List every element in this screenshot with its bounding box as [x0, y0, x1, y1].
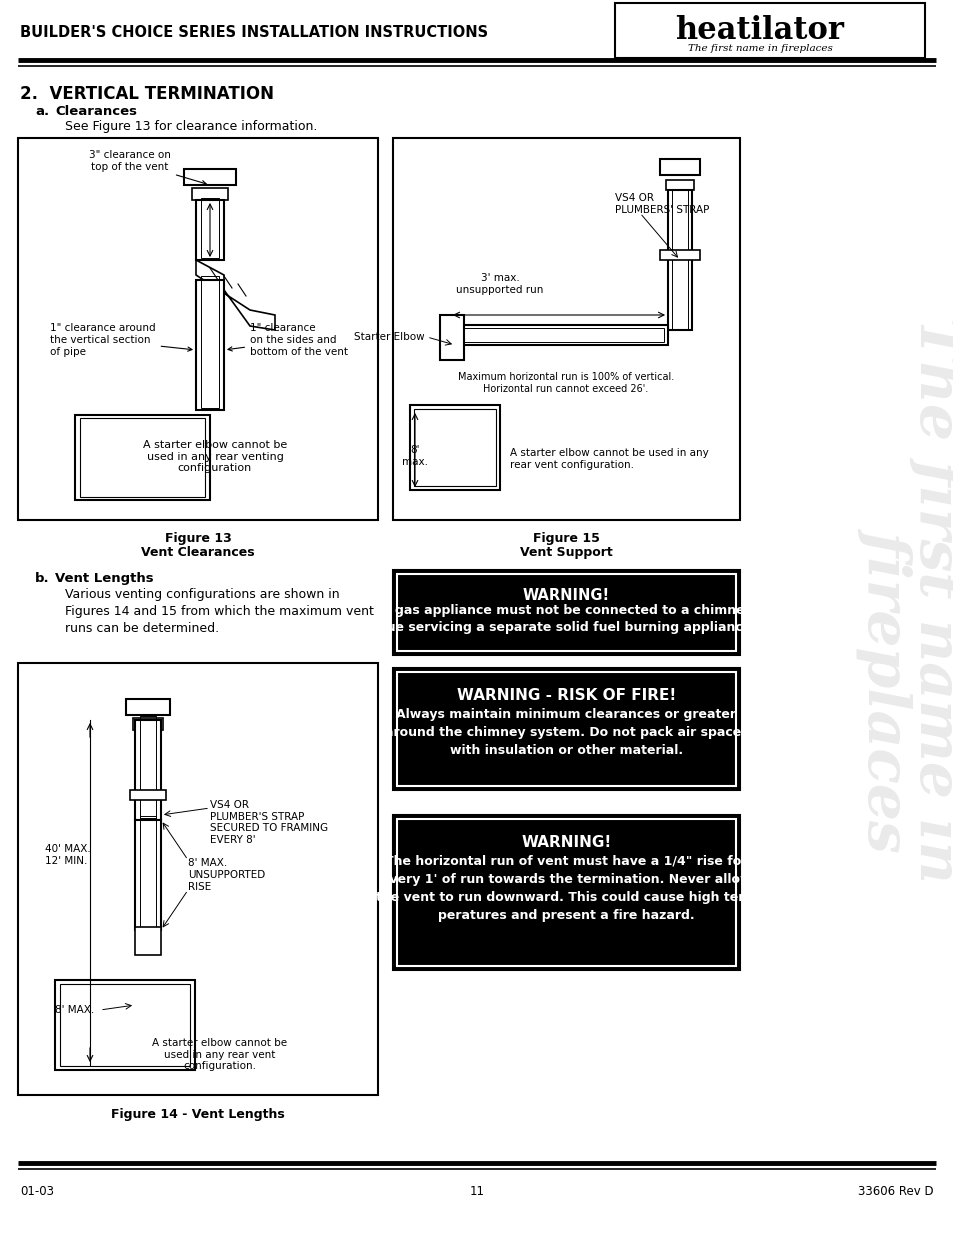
Text: The horizontal run of vent must have a 1/4" rise for
every 1' of run towards the: The horizontal run of vent must have a 1… [375, 855, 756, 923]
Text: Figure 15: Figure 15 [533, 532, 599, 545]
Text: WARNING!: WARNING! [521, 835, 611, 850]
Text: VS4 OR
PLUMBERS' STRAP: VS4 OR PLUMBERS' STRAP [615, 193, 709, 215]
Bar [140, 816, 156, 927]
Bar [135, 927, 161, 955]
Text: 3" clearance on
top of the vent: 3" clearance on top of the vent [89, 151, 206, 185]
Bar [55, 981, 194, 1070]
Bar [393, 815, 740, 969]
Text: Vent Support: Vent Support [519, 546, 612, 559]
Text: A starter elbow cannot be
used in any rear vent
configuration.: A starter elbow cannot be used in any re… [152, 1037, 287, 1071]
Text: 2.  VERTICAL TERMINATION: 2. VERTICAL TERMINATION [20, 85, 274, 103]
Bar [18, 138, 377, 520]
Bar [393, 668, 740, 790]
Bar [667, 190, 691, 330]
Text: BUILDER'S CHOICE SERIES INSTALLATION INSTRUCTIONS: BUILDER'S CHOICE SERIES INSTALLATION INS… [20, 25, 488, 40]
Bar [396, 672, 735, 785]
Bar [140, 716, 156, 818]
Bar [195, 200, 224, 261]
Bar [126, 699, 170, 715]
Bar [135, 720, 161, 820]
Text: 01-03: 01-03 [20, 1186, 54, 1198]
Text: Vent Lengths: Vent Lengths [55, 572, 153, 585]
Text: Maximum horizontal run is 100% of vertical.
Horizontal run cannot exceed 26'.: Maximum horizontal run is 100% of vertic… [457, 372, 674, 394]
Text: A gas appliance must not be connected to a chimney
flue servicing a separate sol: A gas appliance must not be connected to… [376, 604, 755, 634]
Text: A starter elbow cannot be used in any
rear vent configuration.: A starter elbow cannot be used in any re… [510, 448, 708, 469]
Text: Clearances: Clearances [55, 105, 137, 119]
Text: 11: 11 [469, 1186, 484, 1198]
Bar [132, 718, 163, 730]
Text: 8' MAX.: 8' MAX. [55, 1005, 94, 1015]
Bar [393, 571, 740, 655]
Text: 8'
max.: 8' max. [401, 445, 428, 467]
Text: The first name in
         fireplaces: The first name in fireplaces [855, 317, 953, 883]
Bar [192, 188, 228, 200]
Bar [201, 198, 219, 258]
Text: VS4 OR
PLUMBER'S STRAP
SECURED TO FRAMING
EVERY 8': VS4 OR PLUMBER'S STRAP SECURED TO FRAMIN… [210, 800, 328, 845]
Bar [195, 280, 224, 410]
Polygon shape [195, 261, 274, 330]
Bar [18, 663, 377, 1095]
Text: 3' max.
unsupported run: 3' max. unsupported run [456, 273, 543, 295]
Bar [410, 405, 499, 490]
Bar [414, 409, 496, 487]
Bar [665, 180, 693, 190]
Text: b.: b. [35, 572, 50, 585]
Text: Always maintain minimum clearances or greater
around the chimney system. Do not : Always maintain minimum clearances or gr… [384, 708, 747, 757]
Bar [454, 329, 663, 342]
Text: See Figure 13 for clearance information.: See Figure 13 for clearance information. [65, 120, 317, 133]
Bar [135, 820, 161, 930]
Text: 1" clearance
on the sides and
bottom of the vent: 1" clearance on the sides and bottom of … [228, 324, 348, 357]
Bar [615, 2, 924, 58]
Text: 33606 Rev D: 33606 Rev D [858, 1186, 933, 1198]
Text: Figure 13: Figure 13 [165, 532, 232, 545]
Bar [80, 417, 205, 496]
Text: 40' MAX.
12' MIN.: 40' MAX. 12' MIN. [45, 845, 91, 866]
Text: Figure 14 - Vent Lengths: Figure 14 - Vent Lengths [111, 1108, 285, 1121]
Text: Vent Clearances: Vent Clearances [141, 546, 254, 559]
Bar [396, 819, 735, 966]
Bar [439, 315, 463, 359]
Text: WARNING!: WARNING! [522, 588, 609, 603]
Text: 8' MAX.
UNSUPPORTED
RISE: 8' MAX. UNSUPPORTED RISE [188, 858, 265, 892]
Bar [450, 325, 667, 345]
Bar [659, 249, 700, 261]
Text: 1" clearance around
the vertical section
of pipe: 1" clearance around the vertical section… [50, 324, 192, 357]
Text: Various venting configurations are shown in
Figures 14 and 15 from which the max: Various venting configurations are shown… [65, 588, 374, 635]
Bar [671, 190, 687, 330]
Text: heatilator: heatilator [675, 15, 843, 46]
Bar [396, 574, 735, 651]
Text: A starter elbow cannot be
used in any rear venting
configuration: A starter elbow cannot be used in any re… [143, 440, 287, 473]
Bar [659, 159, 700, 175]
Text: The first name in fireplaces: The first name in fireplaces [687, 44, 832, 53]
Bar [75, 415, 210, 500]
Bar [60, 984, 190, 1066]
Bar [130, 790, 166, 800]
Bar [393, 138, 740, 520]
Bar [184, 169, 235, 185]
Text: Starter Elbow: Starter Elbow [354, 332, 424, 342]
Text: WARNING - RISK OF FIRE!: WARNING - RISK OF FIRE! [456, 688, 676, 703]
Text: a.: a. [35, 105, 49, 119]
Bar [201, 275, 219, 408]
